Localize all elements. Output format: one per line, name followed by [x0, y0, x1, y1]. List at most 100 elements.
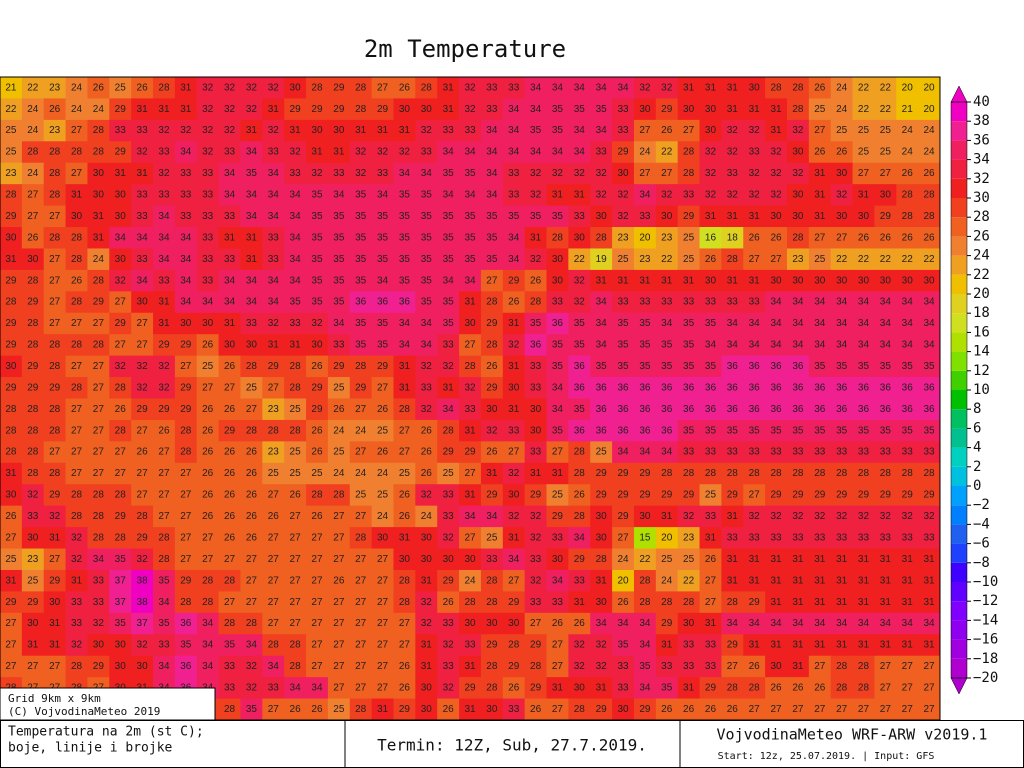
temperature-label: 27: [355, 447, 367, 458]
temperature-cell: [590, 612, 613, 635]
temperature-cell: [87, 141, 110, 164]
temperature-cell: [568, 98, 591, 121]
temperature-cell: [349, 419, 373, 442]
temperature-cell: [371, 612, 394, 635]
temperature-label: 25: [661, 554, 673, 565]
temperature-cell: [808, 484, 832, 507]
temperature-label: 34: [639, 682, 651, 693]
temperature-cell: [546, 205, 569, 228]
temperature-cell: [371, 98, 394, 121]
temperature-label: 27: [377, 640, 389, 651]
temperature-label: 35: [443, 318, 455, 329]
temperature-label: 29: [705, 682, 717, 693]
temperature-cell: [393, 162, 416, 185]
temperature-label: 30: [508, 382, 520, 393]
temperature-label: 26: [486, 361, 498, 372]
temperature-cell: [262, 462, 285, 485]
temperature-label: 26: [224, 447, 236, 458]
temperature-cell: [109, 634, 132, 657]
temperature-cell: [218, 612, 241, 635]
temperature-label: 34: [115, 232, 127, 243]
temperature-label: 27: [49, 297, 61, 308]
temperature-label: 27: [115, 447, 127, 458]
temperature-cell: [699, 291, 722, 314]
temperature-label: 30: [508, 490, 520, 501]
temperature-label: 28: [530, 661, 542, 672]
temperature-cell: [612, 527, 635, 550]
temperature-cell: [174, 334, 198, 357]
temperature-cell: [480, 655, 504, 678]
temperature-cell: [459, 548, 482, 571]
temperature-label: 35: [443, 232, 455, 243]
temperature-label: 27: [727, 661, 739, 672]
temperature-cell: [174, 591, 198, 614]
temperature-label: 27: [158, 511, 170, 522]
temperature-cell: [306, 119, 329, 142]
temperature-label: 32: [71, 554, 83, 565]
temperature-cell: [874, 591, 897, 614]
temperature-label: 24: [93, 254, 105, 265]
temperature-cell: [830, 698, 854, 721]
temperature-label: 27: [202, 382, 214, 393]
temperature-label: 29: [115, 318, 127, 329]
temperature-cell: [349, 441, 373, 464]
temperature-cell: [480, 612, 504, 635]
temperature-label: 31: [836, 640, 848, 651]
temperature-label: 35: [421, 232, 433, 243]
temperature-label: 36: [530, 340, 542, 351]
temperature-label: 28: [858, 661, 870, 672]
temperature-label: 29: [180, 382, 192, 393]
temperature-label: 36: [596, 425, 608, 436]
temperature-cell: [721, 698, 744, 721]
temperature-label: 30: [443, 554, 455, 565]
temperature-cell: [284, 548, 307, 571]
temperature-label: 27: [880, 704, 892, 715]
temperature-label: 34: [552, 382, 564, 393]
temperature-label: 30: [137, 661, 149, 672]
temperature-label: 28: [27, 447, 39, 458]
temperature-cell: [109, 462, 132, 485]
temperature-cell: [633, 655, 657, 678]
temperature-label: 31: [924, 554, 936, 565]
temperature-cell: [612, 612, 635, 635]
temperature-cell: [349, 612, 373, 635]
temperature-cell: [262, 441, 285, 464]
temperature-cell: [612, 377, 635, 399]
temperature-label: 28: [443, 425, 455, 436]
temperature-cell: [109, 548, 132, 571]
temperature-cell: [852, 634, 875, 657]
temperature-label: 26: [268, 511, 280, 522]
temperature-cell: [677, 269, 701, 292]
temperature-cell: [43, 334, 67, 357]
temperature-cell: [393, 698, 416, 721]
temperature-cell: [808, 184, 832, 207]
temperature-label: 28: [93, 125, 105, 136]
temperature-label: 27: [355, 661, 367, 672]
temperature-label: 34: [377, 275, 389, 286]
temperature-label: 32: [158, 125, 170, 136]
temperature-label: 36: [596, 404, 608, 415]
temperature-label: 32: [464, 382, 476, 393]
temperature-label: 30: [246, 340, 258, 351]
temperature-cell: [196, 377, 220, 399]
temperature-cell: [786, 655, 810, 678]
temperature-label: 34: [639, 190, 651, 201]
temperature-cell: [153, 184, 176, 207]
temperature-label: 31: [596, 275, 608, 286]
temperature-label: 27: [202, 532, 214, 543]
temperature-cell: [65, 184, 88, 207]
temperature-label: 26: [224, 468, 236, 479]
colorbar-segment: [951, 543, 967, 563]
temperature-cell: [371, 591, 394, 614]
temperature-cell: [502, 655, 526, 678]
temperature-cell: [524, 677, 548, 700]
temperature-label: 28: [727, 597, 739, 608]
temperature-label: 27: [464, 532, 476, 543]
temperature-label: 35: [858, 361, 870, 372]
temperature-label: 35: [486, 232, 498, 243]
temperature-cell: [87, 591, 110, 614]
temperature-cell: [284, 227, 307, 249]
temperature-label: 33: [727, 447, 739, 458]
temperature-cell: [546, 227, 569, 249]
temperature-cell: [0, 527, 23, 550]
